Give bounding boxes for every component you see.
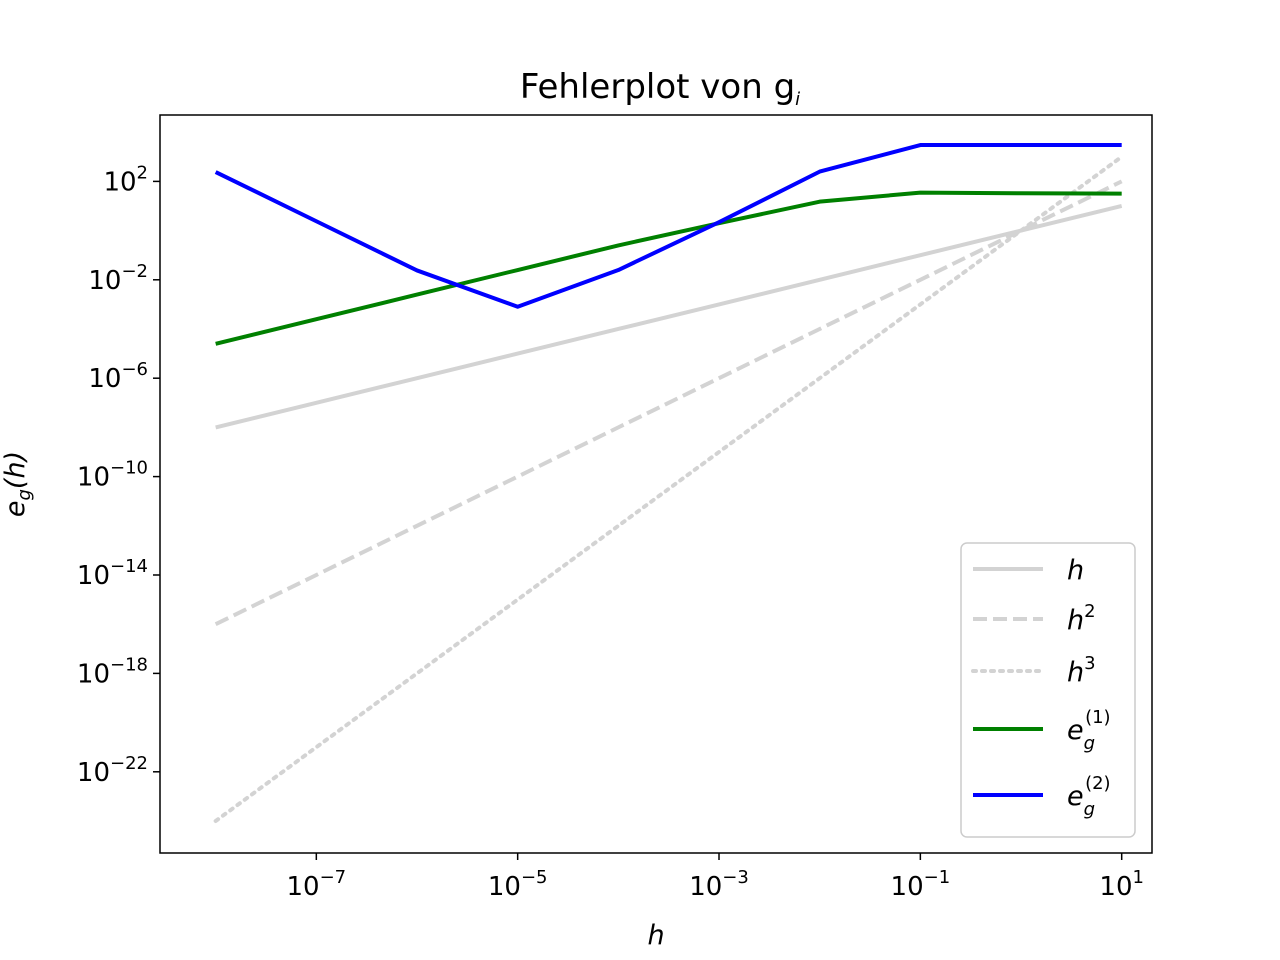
legend-label-base: e xyxy=(1067,715,1084,746)
legend-box xyxy=(960,542,1136,838)
y-tick-label: 10−14 xyxy=(77,556,148,591)
legend-label-base: e xyxy=(1067,781,1084,812)
y-axis-label: eg(h) xyxy=(0,451,35,517)
chart-title: Fehlerplot von gi xyxy=(520,67,800,110)
y-tick-label: 10−22 xyxy=(77,753,148,788)
y-tick-exponent: −6 xyxy=(121,359,148,380)
x-tick-exponent: −1 xyxy=(924,867,951,888)
plot-frame xyxy=(159,114,1153,854)
legend-label-base: h xyxy=(1067,605,1084,636)
legend-label-superscript: 3 xyxy=(1084,653,1095,674)
legend-label-4: eg (1) xyxy=(1067,707,1111,754)
y-tick-label: 10−18 xyxy=(77,654,148,689)
legend-label-superscript: (1) xyxy=(1085,707,1111,728)
series-line-3 xyxy=(213,154,1124,823)
x-tick-label: 10−3 xyxy=(689,867,749,902)
y-tick-label: 10−2 xyxy=(88,261,148,296)
x-tick-base: 10 xyxy=(287,872,320,902)
chart-title-text: Fehlerplot von g xyxy=(520,67,795,107)
x-tick-label: 10−5 xyxy=(488,867,548,902)
y-tick-label: 102 xyxy=(103,162,148,197)
y-tick-exponent: −14 xyxy=(110,556,148,577)
y-tick-exponent: −10 xyxy=(110,458,148,479)
y-tick-base: 10 xyxy=(77,561,110,591)
y-tick-base: 10 xyxy=(77,659,110,689)
legend-label-base: h xyxy=(1067,555,1084,586)
legend-label-2: h2 xyxy=(1067,601,1096,636)
legend-label-5: eg (2) xyxy=(1067,773,1111,820)
y-axis-label-suffix: (h) xyxy=(0,451,31,489)
y-tick-exponent: −22 xyxy=(110,753,148,774)
y-tick-base: 10 xyxy=(77,463,110,493)
x-tick-base: 10 xyxy=(1099,872,1132,902)
legend-label-base: h xyxy=(1067,657,1084,688)
legend-label-superscript: 2 xyxy=(1084,601,1095,622)
x-axis-label: h xyxy=(647,920,664,951)
x-tick-exponent: −7 xyxy=(320,867,347,888)
y-tick-label: 10−6 xyxy=(88,359,148,394)
x-axis-ticks: 10−7 10−5 10−3 10−1 101 xyxy=(287,853,1144,902)
x-tick-exponent: −3 xyxy=(722,867,749,888)
series-layer xyxy=(213,143,1124,823)
y-tick-base: 10 xyxy=(77,758,110,788)
x-tick-exponent: −5 xyxy=(521,867,548,888)
y-tick-exponent: −18 xyxy=(110,654,148,675)
series-line-4 xyxy=(215,190,1122,346)
y-tick-base: 10 xyxy=(88,266,121,296)
x-tick-label: 101 xyxy=(1099,867,1144,902)
x-tick-label: 10−1 xyxy=(891,867,951,902)
x-tick-label: 10−7 xyxy=(287,867,347,902)
y-tick-base: 10 xyxy=(103,167,136,197)
y-axis-label-sub: g xyxy=(14,489,35,500)
series-line-2 xyxy=(214,179,1123,626)
chart-title-subscript: i xyxy=(795,89,800,110)
legend-label-1: h xyxy=(1067,555,1084,586)
x-tick-base: 10 xyxy=(689,872,722,902)
series-line-5 xyxy=(214,143,1122,309)
x-tick-base: 10 xyxy=(891,872,924,902)
legend-label-subscript: g xyxy=(1084,733,1095,754)
legend-label-superscript: (2) xyxy=(1085,773,1111,794)
legend-label-subscript: g xyxy=(1084,799,1095,820)
y-tick-label: 10−10 xyxy=(77,458,148,493)
legend-label-3: h3 xyxy=(1067,653,1096,688)
y-axis-label-base: e xyxy=(0,501,31,518)
x-tick-base: 10 xyxy=(488,872,521,902)
y-tick-exponent: 2 xyxy=(137,162,148,183)
series-line-1 xyxy=(215,204,1123,430)
x-tick-exponent: 1 xyxy=(1133,867,1144,888)
y-tick-exponent: −2 xyxy=(121,261,148,282)
y-tick-base: 10 xyxy=(88,364,121,394)
